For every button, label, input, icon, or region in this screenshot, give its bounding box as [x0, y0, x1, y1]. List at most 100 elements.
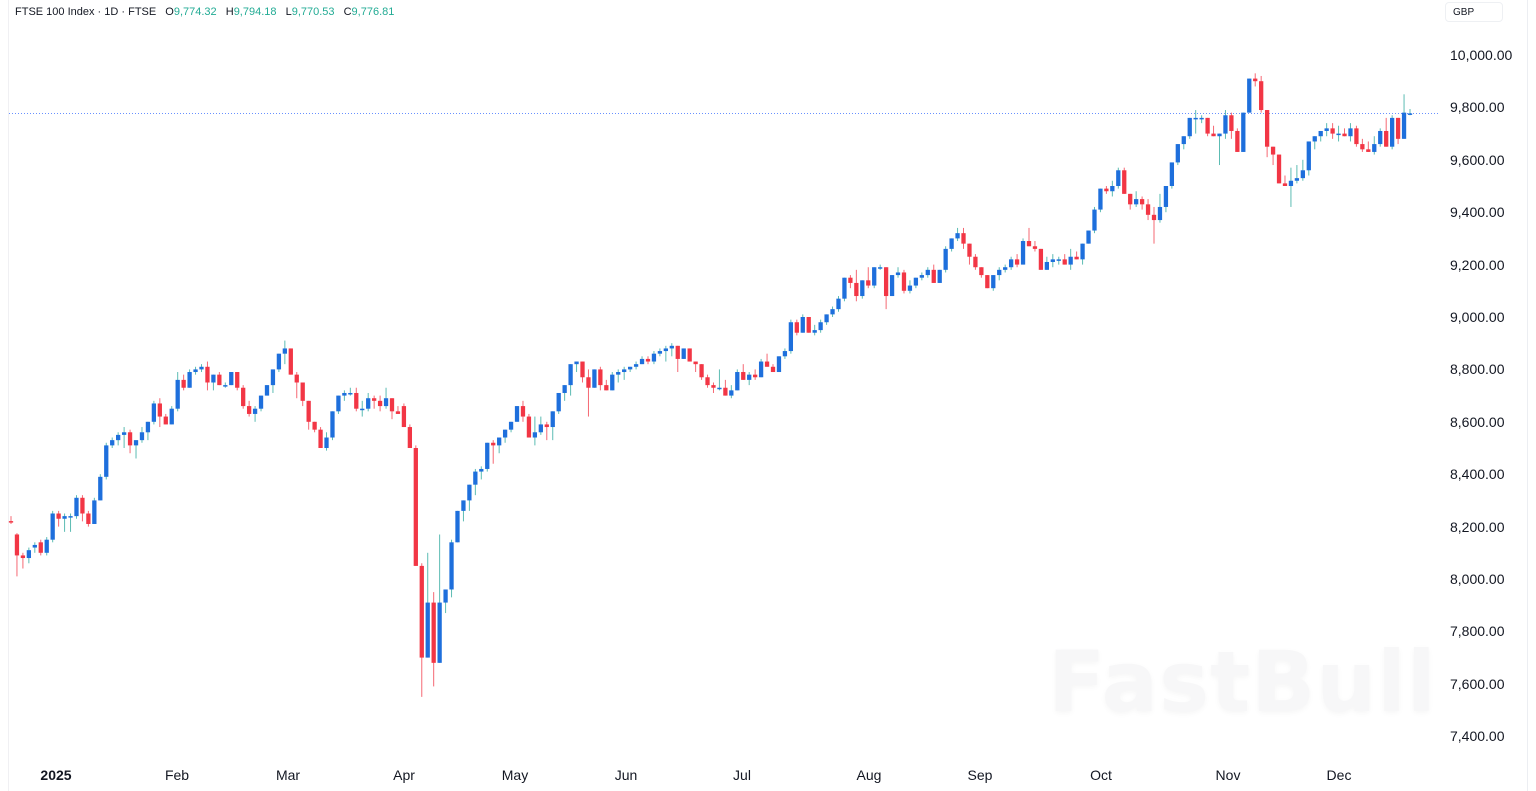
candle-down: [1253, 73, 1258, 87]
candle-down: [1139, 196, 1145, 210]
candle-up: [324, 432, 329, 451]
candle-up: [818, 319, 823, 333]
candle-up: [907, 280, 913, 294]
candle-down: [38, 539, 43, 556]
candle-up: [116, 432, 121, 446]
close-value: 9,776.81: [351, 6, 395, 18]
candle-down: [157, 398, 162, 428]
candle-down: [901, 269, 907, 294]
candle-down: [693, 361, 698, 373]
candle-up: [473, 468, 478, 496]
candle-up: [1312, 136, 1317, 150]
candle-down: [246, 400, 252, 417]
candle-down: [419, 563, 424, 697]
time-tick-label: Sep: [967, 767, 993, 783]
candle-down: [1276, 154, 1282, 184]
time-tick-label: Oct: [1090, 767, 1112, 783]
candle-up: [1086, 230, 1091, 244]
candle-up: [455, 510, 460, 543]
candle-up: [98, 474, 103, 501]
candle-up: [758, 358, 764, 378]
candle-down: [675, 345, 680, 373]
candle-down: [705, 374, 710, 388]
candle-down: [806, 317, 811, 333]
candle-up: [50, 510, 55, 543]
open-value: 9,774.32: [173, 6, 217, 18]
candle-up: [1175, 144, 1180, 166]
candle-down: [300, 382, 305, 407]
candle-up: [937, 269, 942, 283]
currency-button[interactable]: GBP: [1445, 2, 1503, 22]
candle-down: [979, 267, 984, 278]
candle-down: [1151, 206, 1157, 244]
candle-down: [413, 445, 418, 566]
candle-down: [645, 356, 651, 365]
candle-up: [175, 372, 180, 412]
candle-down: [1282, 175, 1288, 186]
candle-up: [1008, 256, 1014, 270]
time-tick-label: Nov: [1215, 767, 1241, 783]
candle-up: [991, 275, 996, 291]
candle-up: [282, 340, 287, 365]
candle-up: [1044, 256, 1049, 270]
candle-down: [1360, 138, 1365, 152]
candle-down: [1026, 227, 1032, 247]
candle-up: [860, 280, 865, 299]
candle-up: [74, 495, 79, 519]
candle-down: [1259, 75, 1264, 113]
candle-down: [312, 421, 317, 433]
candle-up: [889, 275, 895, 297]
candle-up: [735, 369, 740, 391]
time-tick-label: 2025: [40, 767, 72, 783]
candle-down: [491, 440, 496, 464]
candle-up: [229, 372, 234, 386]
candle-up: [824, 314, 829, 325]
price-tick-label: 9,000.00: [1450, 309, 1505, 325]
candle-down: [14, 533, 20, 577]
candle-up: [1324, 123, 1329, 137]
candle-down: [241, 385, 246, 409]
candle-up: [92, 497, 97, 524]
candle-up: [461, 500, 466, 522]
candle-down: [967, 243, 972, 265]
price-tick-label: 8,800.00: [1450, 361, 1505, 378]
candle-down: [1229, 112, 1234, 139]
candle-up: [550, 411, 555, 441]
candle-down: [1032, 241, 1038, 252]
time-tick-label: Feb: [164, 767, 190, 783]
candle-down: [1122, 167, 1127, 194]
candle-up: [497, 437, 502, 454]
candle-up: [633, 361, 639, 370]
candle-down: [1074, 251, 1079, 260]
candle-up: [627, 366, 633, 373]
price-tick-label: 8,000.00: [1450, 571, 1505, 587]
high-label: H: [225, 6, 234, 18]
candle-up: [1050, 254, 1055, 268]
candle-up: [1247, 78, 1252, 113]
candle-up: [514, 406, 520, 422]
candle-up: [193, 366, 198, 375]
candle-down: [1264, 110, 1270, 158]
candle-down: [723, 379, 728, 396]
candle-down: [961, 227, 966, 249]
candle-up: [151, 400, 157, 425]
candle-up: [1288, 167, 1294, 207]
candle-down: [1342, 128, 1347, 137]
candle-up: [836, 296, 841, 312]
time-tick-label: Mar: [275, 767, 301, 783]
candle-down: [580, 361, 585, 383]
candle-up: [681, 348, 686, 359]
candle-up: [776, 356, 782, 373]
candle-up: [1401, 94, 1407, 139]
candle-down: [1104, 186, 1109, 194]
candle-down: [431, 592, 436, 687]
candle-up: [574, 361, 579, 373]
candle-up: [1241, 112, 1246, 152]
candle-up: [592, 369, 597, 388]
candle-up: [187, 369, 192, 388]
candle-up: [1020, 238, 1026, 265]
candle-up: [538, 416, 543, 435]
candle-down: [753, 369, 758, 380]
candle-down: [1145, 199, 1151, 221]
